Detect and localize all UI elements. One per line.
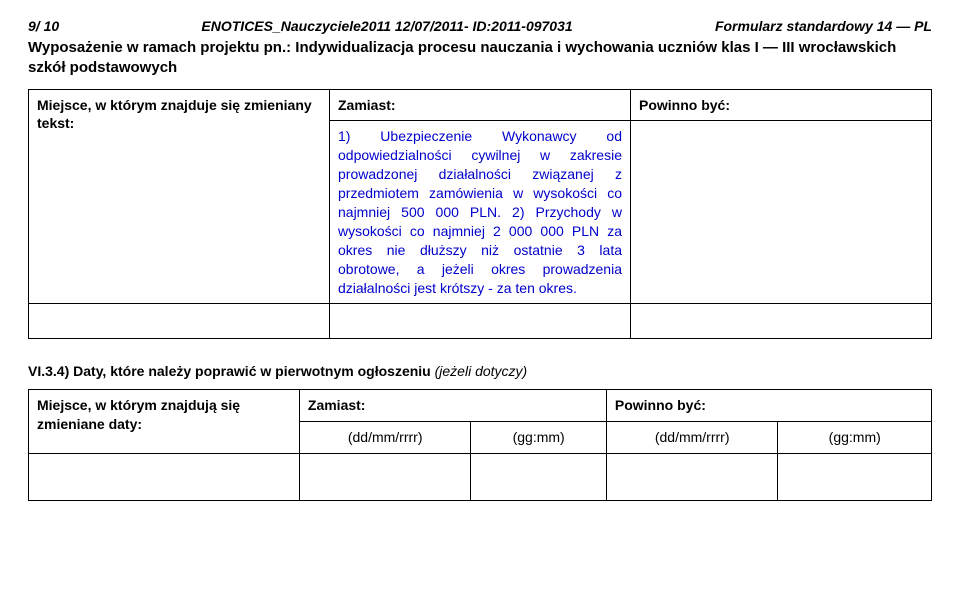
t2-sub-should-time: (gg:mm)	[778, 422, 932, 454]
header-doc-id: ENOTICES_Nauczyciele2011 12/07/2011- ID:…	[59, 18, 715, 34]
t1-header-instead: Zamiast:	[330, 89, 631, 121]
section-vi34-bold: VI.3.4) Daty, które należy poprawić w pi…	[28, 363, 431, 379]
t1-body-instead: 1) Ubezpieczenie Wykonawcy od odpowiedzi…	[330, 121, 631, 304]
header-page-number: 9/ 10	[28, 18, 59, 34]
t1-body-text: 1) Ubezpieczenie Wykonawcy od odpowiedzi…	[338, 127, 622, 297]
t1-header-shouldbe: Powinno być:	[631, 89, 932, 121]
t2-empty-c1	[29, 454, 300, 501]
t2-empty-c2	[299, 454, 471, 501]
t2-sub-should-date: (dd/mm/rrrr)	[606, 422, 778, 454]
t1-empty-c1	[29, 304, 330, 339]
document-title: Wyposażenie w ramach projektu pn.: Indyw…	[28, 38, 932, 79]
correction-text-table: Miejsce, w którym znajduje się zmieniany…	[28, 89, 932, 340]
t2-empty-c3	[471, 454, 606, 501]
t1-empty-c3	[631, 304, 932, 339]
correction-dates-table: Miejsce, w którym znajdują się zmieniane…	[28, 389, 932, 501]
t2-sub-instead-time: (gg:mm)	[471, 422, 606, 454]
t2-header-location: Miejsce, w którym znajdują się zmieniane…	[29, 390, 300, 454]
t1-header-location: Miejsce, w którym znajduje się zmieniany…	[29, 89, 330, 304]
section-vi34-ital: (jeżeli dotyczy)	[431, 363, 527, 379]
t1-body-shouldbe	[631, 121, 932, 304]
t2-empty-c5	[778, 454, 932, 501]
t2-empty-c4	[606, 454, 778, 501]
page-header: 9/ 10 ENOTICES_Nauczyciele2011 12/07/201…	[28, 18, 932, 34]
t2-header-instead: Zamiast:	[299, 390, 606, 422]
section-vi34-heading: VI.3.4) Daty, które należy poprawić w pi…	[28, 363, 932, 379]
t1-empty-c2	[330, 304, 631, 339]
t2-header-shouldbe: Powinno być:	[606, 390, 931, 422]
t2-sub-instead-date: (dd/mm/rrrr)	[299, 422, 471, 454]
header-form-id: Formularz standardowy 14 — PL	[715, 18, 932, 34]
